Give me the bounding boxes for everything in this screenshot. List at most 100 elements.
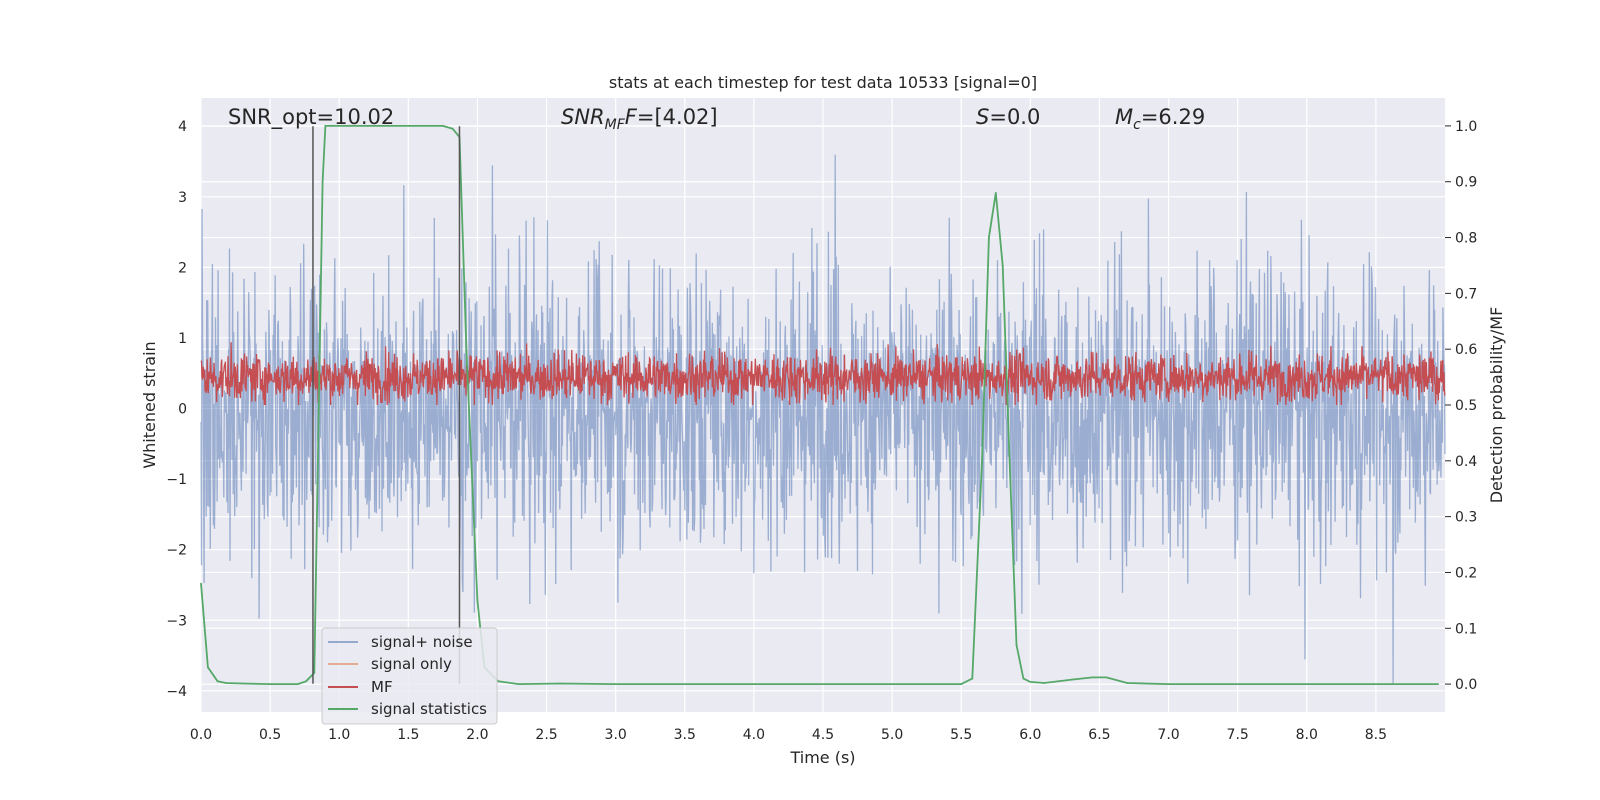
chart-title: stats at each timestep for test data 105… <box>609 73 1037 92</box>
vertical-markers <box>312 126 461 684</box>
annotation-mc-sub: c <box>1133 117 1141 133</box>
y-tick-label: −2 <box>166 543 187 559</box>
signal-statistics-point <box>1167 683 1170 685</box>
y-axis-ticks: −4 −3 −2 −1 0 1 2 3 4 <box>166 119 187 700</box>
y-right-tick-label: 0.1 <box>1455 621 1477 637</box>
signal-statistics-point <box>518 683 520 685</box>
x-tick-label: 7.0 <box>1157 727 1179 743</box>
signal-statistics-point <box>614 683 617 685</box>
y-tick-label: 4 <box>178 119 187 135</box>
signal-statistics-point <box>296 683 299 685</box>
x-tick-label: 8.0 <box>1296 727 1318 743</box>
y-right-tick-label: 1.0 <box>1455 119 1477 135</box>
x-tick-label: 5.5 <box>950 727 972 743</box>
signal-statistics-point <box>200 582 202 585</box>
annotation-s-value: =0.0 <box>989 105 1040 129</box>
x-tick-label: 7.5 <box>1227 727 1249 743</box>
annotation-snr-mf-sub: MF <box>605 117 626 133</box>
signal-statistics-point <box>971 677 974 680</box>
signal-statistics-point <box>476 599 479 602</box>
x-axis-ticks: 0.0 0.5 1.0 1.5 2.0 2.5 3.0 3.5 4.0 4.5 5.0 5.5 6.0 6… <box>190 727 1387 743</box>
legend-label-signal-only: signal only <box>371 655 452 673</box>
legend-label-signal-noise: signal+ noise <box>371 633 473 651</box>
signal-statistics-point <box>559 682 562 685</box>
y-right-tick-label: 0.7 <box>1455 286 1477 302</box>
signal-statistics-point <box>1015 644 1018 646</box>
signal-statistics-point <box>1008 459 1011 462</box>
signal-statistics-point <box>269 683 272 685</box>
y-right-tick-label: 0.5 <box>1455 398 1477 414</box>
annotation-s-main: S <box>976 105 989 129</box>
signal-statistics-point <box>981 459 983 462</box>
annotation-snr-opt: SNR_opt=10.02 <box>228 105 394 130</box>
annotation-s: S=0.0 <box>976 105 1040 129</box>
signal-statistics-point <box>241 682 244 685</box>
y-tick-label: −1 <box>166 472 187 488</box>
x-tick-label: 2.5 <box>535 727 557 743</box>
signal-statistics-point <box>441 125 444 127</box>
annotation-mc-main: M <box>1115 105 1133 129</box>
y-right-tick-label: 0.6 <box>1455 342 1477 358</box>
signal-statistics-point <box>1305 683 1308 685</box>
signal-statistics-point <box>994 191 997 194</box>
x-tick-label: 1.5 <box>397 727 419 743</box>
y-tick-label: 1 <box>178 331 187 347</box>
signal-statistics-point <box>216 680 219 683</box>
signal-statistics-point <box>497 680 500 683</box>
y-right-tick-label: 0.0 <box>1455 677 1477 693</box>
series-signal-statistics-line <box>200 125 1439 686</box>
annotation-mc: Mc=6.29 <box>1115 105 1205 133</box>
signal-statistics-point <box>465 348 468 351</box>
signal-statistics-point <box>1437 683 1439 685</box>
x-tick-label: 6.5 <box>1088 727 1110 743</box>
annotation-snr-mf-main: SNR <box>561 105 605 129</box>
signal-statistics-point <box>1029 680 1032 683</box>
signal-statistics-point <box>207 666 209 669</box>
signal-statistics-point <box>1043 682 1046 684</box>
x-tick-label: 3.5 <box>674 727 696 743</box>
y-tick-label: −4 <box>166 684 187 700</box>
annotation-snr-mf-value: =[4.02] <box>637 105 718 129</box>
y-right-axis-label: Detection probability/MF <box>1487 307 1506 504</box>
signal-statistics-point <box>960 683 963 685</box>
y-tick-label: 2 <box>178 260 187 276</box>
signal-statistics-point <box>338 125 341 127</box>
signal-statistics-point <box>1070 678 1073 681</box>
legend-label-signal-statistics: signal statistics <box>371 700 487 718</box>
signal-statistics-point <box>1126 682 1128 684</box>
signal-statistics-point <box>224 682 227 684</box>
signal-statistics-point <box>1022 677 1025 680</box>
signal-statistics-point <box>313 672 316 674</box>
y-right-axis-ticks: 0.0 0.1 0.2 0.3 0.4 0.5 0.6 0.7 0.8 0.9 1.0 <box>1445 119 1477 693</box>
x-tick-label: 1.0 <box>328 727 350 743</box>
y-right-tick-label: 0.3 <box>1455 510 1477 526</box>
legend: signal+ noise signal only MF signal stat… <box>321 627 498 725</box>
signal-statistics-point <box>1001 264 1004 267</box>
y-tick-label: 0 <box>178 402 187 418</box>
x-tick-label: 5.0 <box>881 727 903 743</box>
series-mf-line <box>200 342 1446 406</box>
x-axis-label: Time (s) <box>789 748 855 767</box>
series-signal-noise-line <box>200 154 1446 684</box>
x-tick-label: 4.5 <box>812 727 834 743</box>
y-right-tick-label: 0.9 <box>1455 175 1477 191</box>
signal-statistics-point <box>1091 676 1094 679</box>
annotation-mc-value: =6.29 <box>1141 105 1205 129</box>
y-right-tick-label: 0.4 <box>1455 454 1477 470</box>
x-tick-label: 2.0 <box>466 727 488 743</box>
annotation-snr-mf: SNRMFF=[4.02] <box>561 105 718 133</box>
x-tick-label: 0.5 <box>259 727 281 743</box>
y-right-tick-label: 0.8 <box>1455 231 1477 247</box>
x-tick-label: 4.0 <box>743 727 765 743</box>
y-tick-label: −3 <box>166 613 187 629</box>
signal-statistics-point <box>1105 676 1108 679</box>
signal-statistics-point <box>752 683 755 685</box>
series-layer <box>200 125 1446 686</box>
legend-label-mf: MF <box>371 678 393 696</box>
signal-statistics-point <box>451 127 454 130</box>
signal-statistics-point <box>365 125 368 127</box>
y-right-tick-label: 0.2 <box>1455 565 1477 581</box>
signal-statistics-point <box>321 180 324 183</box>
signal-statistics-point <box>324 125 327 127</box>
